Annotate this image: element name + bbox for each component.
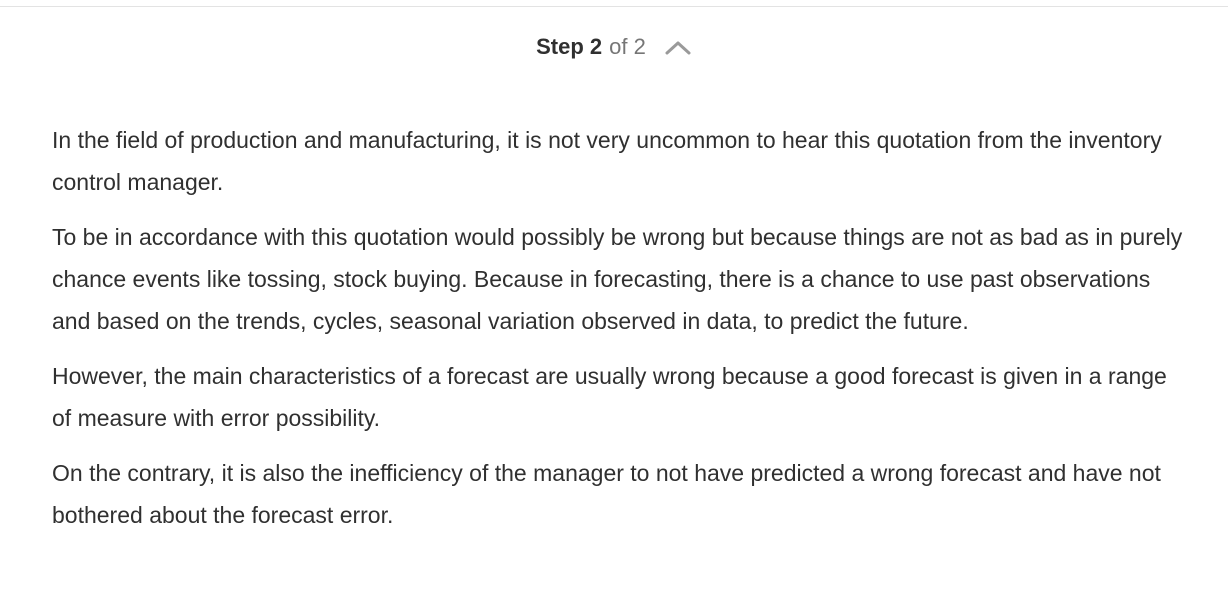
step-label: Step 2 — [536, 34, 603, 59]
top-divider — [0, 6, 1228, 7]
step-count: of 2 — [609, 34, 646, 59]
step-explanation-content: In the field of production and manufactu… — [52, 119, 1192, 549]
step-header-toggle[interactable]: Step 2 of 2 — [0, 30, 1228, 64]
paragraph-3: However, the main characteristics of a f… — [52, 363, 1167, 431]
paragraph-1: In the field of production and manufactu… — [52, 127, 1162, 195]
paragraph-4: On the contrary, it is also the ineffici… — [52, 460, 1161, 528]
chevron-up-icon[interactable] — [664, 37, 692, 57]
paragraph-2: To be in accordance with this quotation … — [52, 224, 1183, 334]
